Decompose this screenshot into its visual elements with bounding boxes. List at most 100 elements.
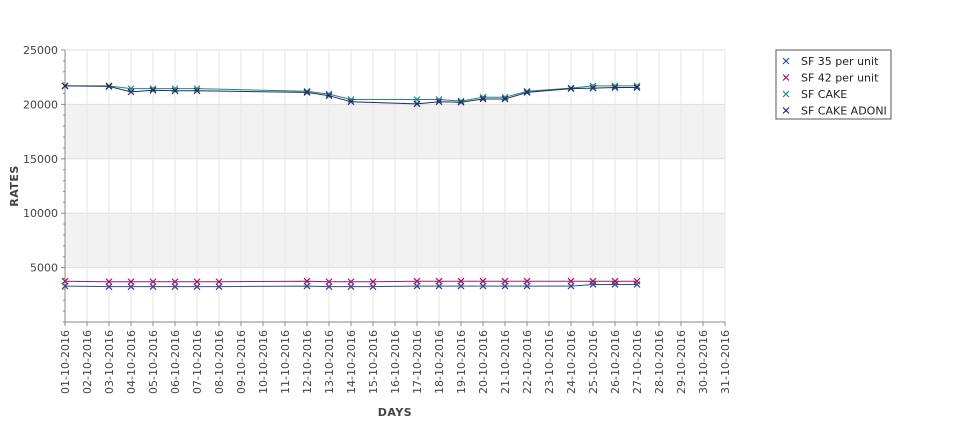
x-tick-label: 27-10-2016 xyxy=(631,330,644,394)
data-point xyxy=(633,84,641,91)
data-point xyxy=(435,282,443,290)
x-tick-label: 01-10-2016 xyxy=(59,330,72,394)
x-tick-label: 31-10-2016 xyxy=(719,330,732,394)
data-point xyxy=(523,89,531,96)
x-tick-label: 15-10-2016 xyxy=(367,330,380,394)
x-tick-label: 06-10-2016 xyxy=(169,330,182,394)
x-tick-label: 21-10-2016 xyxy=(499,330,512,394)
x-tick-label: 12-10-2016 xyxy=(301,330,314,394)
data-point xyxy=(435,98,443,106)
x-tick-label: 09-10-2016 xyxy=(235,330,248,394)
y-tick-label: 20000 xyxy=(23,98,58,111)
data-point xyxy=(215,283,223,291)
data-point xyxy=(611,84,619,91)
y-tick-label: 15000 xyxy=(23,153,58,166)
data-point xyxy=(127,88,135,96)
data-point xyxy=(325,92,333,100)
data-point xyxy=(105,283,113,291)
data-point xyxy=(325,278,333,286)
x-tick-label: 11-10-2016 xyxy=(279,330,292,394)
data-point xyxy=(457,98,465,106)
data-point xyxy=(215,278,223,286)
data-point xyxy=(149,283,157,291)
series-4 xyxy=(61,82,641,108)
data-point xyxy=(611,277,619,285)
data-point xyxy=(105,278,113,286)
legend: SF 35 per unit SF 42 per unit SF CAKE SF CA… xyxy=(775,49,892,120)
data-point xyxy=(193,87,201,95)
data-point xyxy=(149,86,157,94)
x-tick-label: 04-10-2016 xyxy=(125,330,138,394)
x-tick-label: 02-10-2016 xyxy=(81,330,94,394)
data-point xyxy=(589,277,597,285)
x-tick-label: 10-10-2016 xyxy=(257,330,270,394)
data-point xyxy=(171,278,179,286)
data-point xyxy=(567,282,575,290)
y-tick-label: 5000 xyxy=(30,262,58,275)
data-point xyxy=(369,283,377,291)
x-tick-label: 03-10-2016 xyxy=(103,330,116,394)
x-tick-label: 25-10-2016 xyxy=(587,330,600,394)
data-point xyxy=(457,282,465,290)
legend-item: SF CAKE xyxy=(782,88,847,101)
legend-marker xyxy=(782,74,790,81)
data-point xyxy=(435,277,443,285)
y-axis-title: RATES xyxy=(8,165,21,207)
data-point xyxy=(61,82,69,90)
legend-marker xyxy=(782,90,790,98)
y-tick-label: 25000 xyxy=(23,44,58,57)
x-tick-label: 20-10-2016 xyxy=(477,330,490,394)
data-point xyxy=(413,282,421,290)
legend-marker xyxy=(782,57,790,65)
legend-label: SF 42 per unit xyxy=(801,72,879,85)
x-tick-label: 16-10-2016 xyxy=(389,330,402,394)
data-point xyxy=(413,277,421,285)
data-point xyxy=(567,277,575,285)
data-point xyxy=(325,283,333,291)
x-tick-label: 14-10-2016 xyxy=(345,330,358,394)
data-point xyxy=(127,278,135,286)
axes xyxy=(61,49,726,326)
data-point xyxy=(61,282,69,290)
data-point xyxy=(369,278,377,286)
x-tick-label: 13-10-2016 xyxy=(323,330,336,394)
data-point xyxy=(479,282,487,290)
x-tick-label: 28-10-2016 xyxy=(653,330,666,394)
x-tick-label: 30-10-2016 xyxy=(697,330,710,394)
data-point xyxy=(171,87,179,95)
data-point xyxy=(347,283,355,291)
data-point xyxy=(347,98,355,106)
data-point xyxy=(149,278,157,286)
grid-lines xyxy=(64,49,726,322)
x-axis-title: DAYS xyxy=(378,406,412,419)
x-tick-label: 22-10-2016 xyxy=(521,330,534,394)
x-tick-label: 24-10-2016 xyxy=(565,330,578,394)
data-point xyxy=(303,277,311,285)
x-tick-label: 29-10-2016 xyxy=(675,330,688,394)
x-tick-label: 19-10-2016 xyxy=(455,330,468,394)
data-point xyxy=(127,283,135,291)
data-point xyxy=(457,277,465,285)
data-point xyxy=(479,277,487,285)
data-point xyxy=(61,277,69,285)
legend-marker xyxy=(782,107,790,114)
data-point xyxy=(347,278,355,286)
x-tick-label: 23-10-2016 xyxy=(543,330,556,394)
data-point xyxy=(457,97,465,105)
data-point xyxy=(303,87,311,95)
legend-item: SF CAKE ADONI xyxy=(782,105,887,118)
x-tick-label: 17-10-2016 xyxy=(411,330,424,394)
series-layer xyxy=(61,82,641,291)
data-point xyxy=(501,277,509,285)
data-point xyxy=(633,277,641,285)
legend-item: SF 35 per unit xyxy=(782,55,879,68)
legend-label: SF CAKE ADONI xyxy=(801,105,887,118)
x-tick-label: 08-10-2016 xyxy=(213,330,226,394)
legend-item: SF 42 per unit xyxy=(782,72,879,85)
legend-box xyxy=(775,49,892,120)
data-point xyxy=(193,283,201,291)
data-point xyxy=(171,283,179,291)
legend-label: SF 35 per unit xyxy=(801,55,879,68)
